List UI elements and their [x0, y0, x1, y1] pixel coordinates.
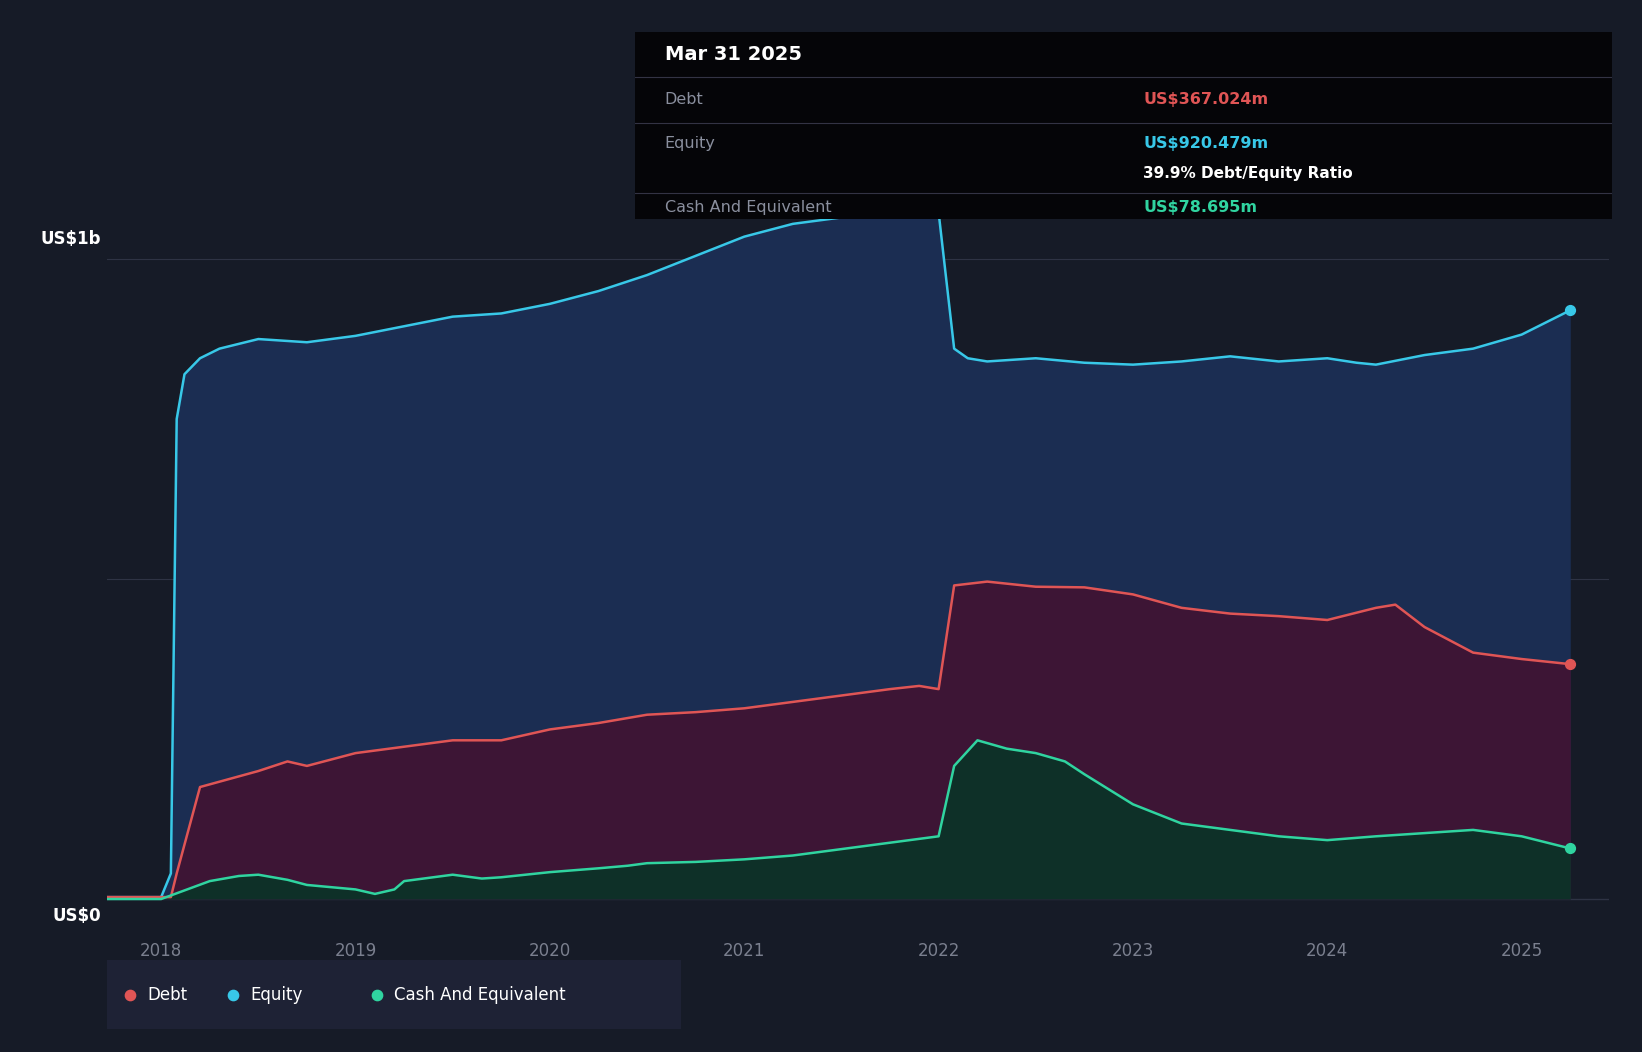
Text: Cash And Equivalent: Cash And Equivalent: [394, 986, 566, 1004]
Text: US$1b: US$1b: [39, 229, 100, 247]
Point: [220, 987, 246, 1004]
Text: US$0: US$0: [53, 907, 100, 925]
Text: 39.9% Debt/Equity Ratio: 39.9% Debt/Equity Ratio: [1143, 166, 1353, 181]
Point: [117, 987, 143, 1004]
Point: [363, 987, 391, 1004]
Text: Equity: Equity: [665, 137, 716, 151]
Point: [1557, 841, 1583, 857]
Text: Cash And Equivalent: Cash And Equivalent: [665, 200, 831, 215]
Text: Mar 31 2025: Mar 31 2025: [665, 44, 801, 63]
Point: [1557, 302, 1583, 319]
Text: US$78.695m: US$78.695m: [1143, 200, 1258, 215]
Text: Equity: Equity: [250, 986, 302, 1004]
Text: US$367.024m: US$367.024m: [1143, 93, 1269, 107]
Text: Debt: Debt: [665, 93, 703, 107]
Text: Debt: Debt: [148, 986, 187, 1004]
Point: [1557, 655, 1583, 672]
Text: US$920.479m: US$920.479m: [1143, 137, 1269, 151]
